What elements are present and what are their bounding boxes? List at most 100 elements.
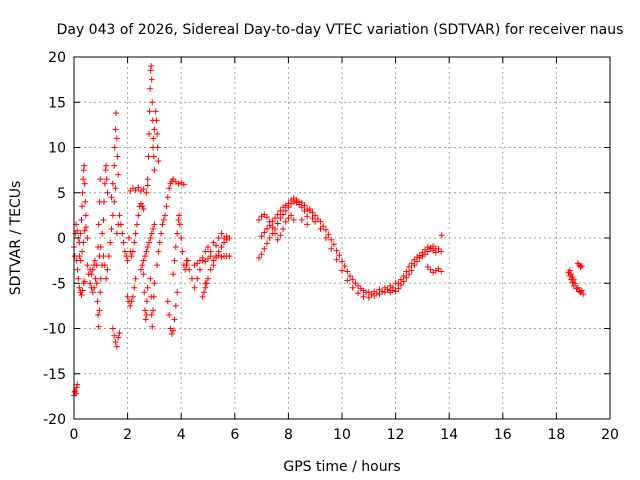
data-point [97, 244, 104, 251]
data-point [132, 230, 139, 237]
y-tick-label: -10 [43, 322, 66, 338]
data-point [81, 278, 88, 285]
data-point [261, 229, 268, 236]
data-point [196, 266, 203, 273]
data-point [74, 381, 81, 388]
data-point [427, 266, 434, 273]
data-point [424, 263, 431, 270]
data-point [282, 218, 289, 225]
data-point [432, 245, 439, 252]
data-point [89, 289, 96, 296]
data-point [80, 167, 87, 174]
data-point [218, 244, 225, 251]
data-point [77, 257, 84, 264]
data-point [266, 235, 273, 241]
data-point [203, 280, 210, 287]
data-point [349, 276, 356, 283]
data-point [152, 108, 159, 115]
data-point [97, 176, 104, 183]
data-point [148, 230, 155, 237]
data-point [115, 334, 122, 341]
data-point [123, 253, 130, 260]
data-point [114, 153, 121, 160]
data-point [172, 302, 179, 309]
data-point [389, 287, 396, 294]
data-point [167, 180, 174, 187]
data-point [263, 214, 270, 221]
data-point [93, 280, 100, 287]
y-tick-label: 10 [48, 141, 66, 157]
data-point [285, 200, 292, 207]
data-point [143, 189, 150, 196]
data-point [97, 275, 104, 282]
data-point [328, 236, 335, 243]
data-point [158, 230, 165, 237]
data-point [202, 258, 209, 265]
data-point [266, 222, 273, 229]
data-point [255, 254, 262, 261]
data-point [163, 203, 170, 210]
data-point [306, 206, 313, 213]
data-point [166, 311, 173, 318]
data-point [285, 215, 292, 222]
data-point [357, 285, 364, 292]
data-point [121, 248, 128, 255]
data-point [113, 343, 120, 350]
data-point [124, 293, 131, 300]
data-point [199, 254, 206, 261]
data-point [103, 162, 110, 169]
data-point [139, 262, 146, 269]
data-point [101, 198, 108, 205]
data-point [142, 307, 149, 314]
data-point [144, 284, 151, 291]
data-point [78, 292, 85, 299]
data-point [131, 284, 138, 291]
data-point [88, 271, 95, 278]
x-tick-label: 8 [284, 427, 293, 443]
data-point [147, 85, 154, 92]
data-point [282, 207, 289, 214]
data-point [215, 235, 222, 241]
data-point [82, 198, 89, 205]
data-point [280, 211, 287, 218]
data-point [109, 180, 116, 187]
data-point [570, 282, 577, 289]
data-point [101, 180, 108, 187]
data-point [144, 244, 151, 251]
data-point [129, 293, 136, 300]
y-tick-label: 0 [57, 231, 66, 247]
data-point [112, 185, 119, 192]
data-point [330, 241, 337, 248]
y-tick-label: 5 [57, 186, 66, 202]
data-point [74, 227, 81, 234]
tick-layer: 0 2 4 6 8 10 12 14 16 18 20 -20 -15 -10 -5 0 5 10 15 20 [43, 50, 619, 443]
data-point [150, 153, 157, 160]
x-tick-label: 18 [547, 427, 565, 443]
data-point [146, 239, 153, 246]
data-point [347, 273, 354, 280]
data-point [148, 63, 155, 70]
data-point [84, 235, 91, 241]
data-point [151, 280, 158, 287]
data-point [435, 265, 442, 272]
data-point [128, 298, 135, 305]
data-point [263, 240, 270, 247]
data-point [202, 284, 209, 291]
x-tick-label: 16 [494, 427, 512, 443]
data-point [148, 76, 155, 83]
data-point [171, 316, 178, 323]
data-point [146, 108, 153, 115]
data-point [355, 290, 362, 297]
data-point [147, 275, 154, 282]
data-point [170, 176, 177, 183]
data-point [406, 263, 412, 270]
data-point [277, 232, 284, 239]
data-point [569, 279, 576, 286]
data-point [210, 262, 217, 269]
data-point [213, 253, 220, 260]
data-point [131, 239, 138, 246]
data-point [411, 256, 418, 263]
data-point [100, 253, 107, 260]
data-point [155, 158, 162, 165]
y-tick-label: -15 [43, 367, 66, 383]
